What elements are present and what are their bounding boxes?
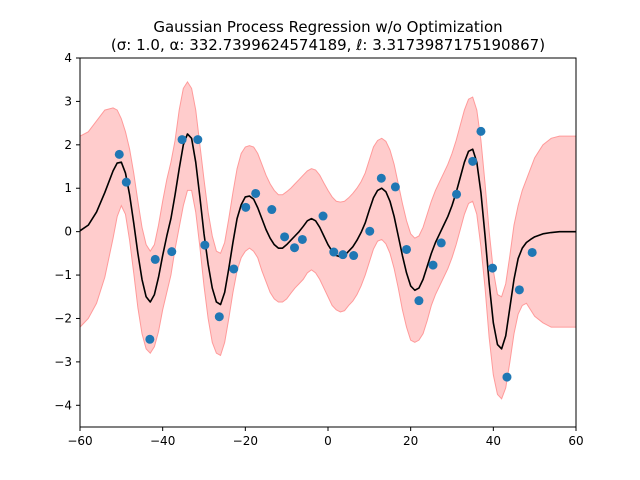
observation-point [468,156,478,166]
plot-clip-group [80,80,576,400]
x-tick-label: 20 [403,434,418,448]
observation-point [502,372,512,382]
y-tick-label: 1 [64,181,72,195]
observation-point [318,211,328,221]
x-tick-label: −40 [150,434,175,448]
observation-point [193,135,203,145]
mean-prediction-line [80,133,576,350]
observation-point [121,177,131,187]
observation-point [452,189,462,199]
observation-point [145,334,155,344]
observation-point [436,238,446,248]
observation-point [514,285,524,295]
x-tick-label: −20 [233,434,258,448]
y-tick-label: 4 [64,51,72,65]
observation-point [214,312,224,322]
y-tick-label: 3 [64,94,72,108]
observation-point [376,173,386,183]
observation-point [167,247,177,257]
x-tick-label: 40 [486,434,501,448]
observation-point [488,263,498,273]
observation-point [150,254,160,264]
observation-point [414,296,424,306]
observation-point [476,126,486,136]
observation-point [177,135,187,145]
y-tick-label: −4 [54,398,72,412]
plot-area: −60 −40 −20 0 20 40 60 −4 −3 −2 −1 0 1 2 3 4 [54,51,583,448]
observation-point [390,182,400,192]
observation-point [251,188,261,198]
observation-point [349,251,359,261]
observation-point [365,226,375,236]
observation-point [329,247,339,257]
observation-point [290,243,300,253]
y-tick-label: 2 [64,138,72,152]
confidence-band [80,80,576,400]
x-tick-label: 60 [568,434,583,448]
observation-point [200,240,210,250]
y-tick-label: −1 [54,268,72,282]
chart-title: Gaussian Process Regression w/o Optimiza… [153,18,502,36]
y-tick-label: −3 [54,355,72,369]
observation-point [280,232,290,242]
observation-point [297,234,307,244]
observation-point [229,264,239,274]
observation-point [428,260,438,270]
observation-point [527,247,537,257]
y-tick-label: −2 [54,311,72,325]
observation-point [241,202,251,212]
observation-point [338,250,348,260]
observation-point [402,244,412,254]
y-tick-label: 0 [64,225,72,239]
observation-point [114,149,124,159]
chart-subtitle: (σ: 1.0, α: 332.7399624574189, ℓ: 3.3173… [111,36,545,54]
observation-point [267,205,277,215]
x-tick-label: −60 [67,434,92,448]
x-tick-label: 0 [324,434,332,448]
